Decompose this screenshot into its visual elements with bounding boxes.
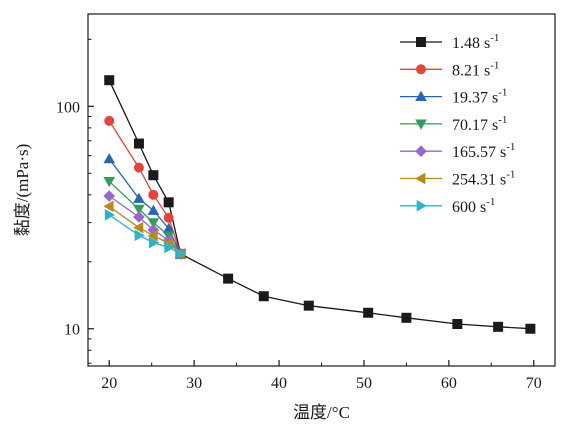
legend-item: 254.31 s-1: [400, 169, 515, 189]
legend-label: 254.31 s-1: [452, 169, 515, 189]
data-point: [149, 236, 160, 249]
data-point: [164, 241, 175, 254]
data-point: [148, 170, 159, 181]
legend-item: 1.48 s-1: [400, 32, 499, 52]
series-600: [104, 209, 187, 260]
legend-marker: [416, 37, 426, 47]
legend-marker: [415, 145, 427, 157]
y-tick-label: 10: [64, 322, 80, 339]
legend-item: 600 s-1: [400, 196, 495, 216]
x-tick-label: 40: [271, 375, 287, 392]
axes: 20 30 40 50 60 70 10 100: [56, 13, 556, 392]
legend-label: 600 s-1: [452, 196, 495, 216]
data-point: [147, 229, 158, 242]
series-19.37: [103, 153, 187, 259]
data-point: [148, 189, 159, 200]
data-point: [147, 204, 160, 215]
x-tick-label: 50: [356, 375, 372, 392]
data-point: [363, 307, 374, 318]
legend-item: 70.17 s-1: [400, 114, 507, 134]
legend-marker: [415, 172, 426, 185]
data-point: [163, 212, 174, 223]
x-tick-label: 20: [101, 375, 117, 392]
data-point: [104, 115, 115, 126]
data-point: [133, 204, 145, 215]
x-tick-label: 60: [441, 375, 457, 392]
legend-label: 8.21 s-1: [452, 59, 499, 79]
data-point: [525, 323, 536, 334]
data-point: [223, 273, 234, 284]
legend-label: 1.48 s-1: [452, 32, 499, 52]
data-point: [176, 248, 187, 260]
data-point: [163, 197, 174, 208]
legend-marker: [416, 200, 427, 212]
data-point: [452, 319, 463, 330]
data-point: [147, 218, 160, 229]
legend-item: 165.57 s-1: [400, 141, 515, 161]
x-axis-title: 温度/°C: [293, 403, 350, 422]
y-tick-label: 100: [56, 99, 80, 116]
legend-marker: [416, 64, 426, 75]
y-axis-title: 黏度/(mPa·s): [13, 144, 32, 237]
data-point: [103, 153, 116, 164]
legend-label: 165.57 s-1: [452, 141, 515, 161]
data-point: [258, 291, 269, 302]
data-point: [103, 200, 114, 213]
data-point: [493, 321, 504, 332]
legend-item: 8.21 s-1: [400, 59, 499, 79]
data-point: [133, 221, 144, 234]
legend-marker: [415, 119, 427, 130]
data-point: [133, 162, 144, 173]
data-point: [104, 209, 116, 221]
legend-label: 70.17 s-1: [452, 114, 507, 134]
series-1.48: [104, 75, 536, 334]
plot-area: [103, 75, 536, 334]
data-point: [103, 176, 116, 188]
data-point: [303, 300, 314, 311]
data-point: [104, 75, 115, 86]
data-point: [401, 312, 412, 323]
legend: 1.48 s-1 8.21 s-1 19.37 s-1 70.17 s-1 165.57…: [400, 32, 515, 216]
x-tick-label: 30: [186, 375, 202, 392]
x-tick-label: 70: [526, 375, 542, 392]
legend-item: 19.37 s-1: [400, 87, 507, 107]
data-point: [133, 192, 145, 203]
legend-marker: [415, 90, 427, 101]
data-point: [133, 211, 145, 223]
data-point: [133, 138, 144, 149]
data-point: [147, 224, 160, 236]
data-point: [162, 222, 175, 233]
data-point: [103, 190, 116, 202]
legend-label: 19.37 s-1: [452, 87, 507, 107]
data-point: [134, 229, 145, 242]
